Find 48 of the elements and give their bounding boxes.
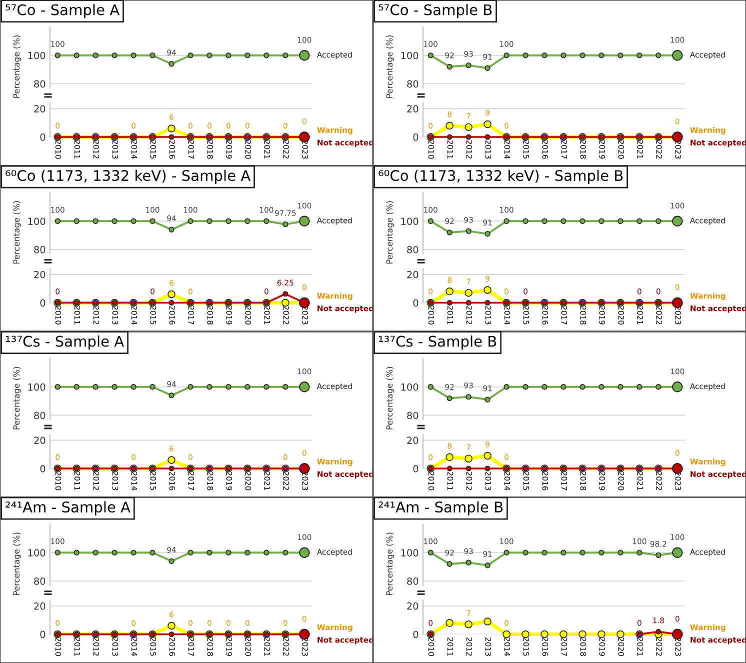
y-tick-label: 80 <box>407 577 418 585</box>
y-tick-label: 20 <box>407 436 418 444</box>
chart-title: ⁵⁷Co - Sample A <box>6 4 120 18</box>
y-axis-title: Percentage (%) <box>13 532 22 596</box>
y-axis-title: Percentage (%) <box>386 201 394 264</box>
y-tick-label: 80 <box>34 577 46 585</box>
chart-title: ²⁴¹Am - Sample A <box>6 501 130 516</box>
y-axis-title: Percentage (%) <box>386 532 394 596</box>
y-tick-label: 100 <box>401 383 418 391</box>
y-tick-label: 80 <box>407 412 418 420</box>
y-tick-label: 0 <box>413 630 418 638</box>
y-tick-label: 100 <box>401 549 418 556</box>
chart-title: ⁵⁷Co - Sample B <box>378 4 492 18</box>
chart-title: ⁶⁰Co (1173, 1332 keV) - Sample B <box>378 170 623 184</box>
y-tick-label: 0 <box>40 464 46 472</box>
y-tick-label: 80 <box>34 412 46 420</box>
y-tick-label: 20 <box>34 436 46 444</box>
y-tick-label: 0 <box>40 133 46 141</box>
y-axis-title: Percentage (%) <box>13 366 22 430</box>
y-tick-label: 0 <box>40 630 46 638</box>
y-tick-label: 0 <box>413 299 418 307</box>
y-tick-label: 80 <box>34 80 46 88</box>
y-tick-label: 20 <box>34 105 46 112</box>
y-tick-label: 0 <box>413 133 418 141</box>
y-tick-label: 20 <box>34 602 46 610</box>
y-tick-label: 20 <box>407 105 418 112</box>
y-tick-label: 0 <box>40 299 46 307</box>
chart-title: ¹³⁷Cs - Sample A <box>6 336 124 350</box>
y-tick-label: 100 <box>28 52 46 60</box>
y-axis-title: Percentage (%) <box>13 201 22 264</box>
y-tick-label: 0 <box>413 464 418 472</box>
y-tick-label: 20 <box>407 270 418 278</box>
y-tick-label: 80 <box>407 246 418 254</box>
y-tick-label: 20 <box>407 602 418 610</box>
chart-title: ¹³⁷Cs - Sample B <box>378 336 496 350</box>
chart-title: ²⁴¹Am - Sample B <box>378 501 503 516</box>
y-tick-label: 80 <box>34 246 46 254</box>
chart-title: ⁶⁰Co (1173, 1332 keV) - Sample A <box>6 170 251 184</box>
y-axis-title: Percentage (%) <box>386 35 394 98</box>
y-axis-title: Percentage (%) <box>13 35 22 98</box>
y-axis-title: Percentage (%) <box>386 366 394 430</box>
y-tick-label: 100 <box>401 218 418 225</box>
y-tick-label: 100 <box>28 218 46 225</box>
y-tick-label: 20 <box>34 270 46 278</box>
y-tick-label: 80 <box>407 80 418 88</box>
y-tick-label: 100 <box>28 383 46 391</box>
y-tick-label: 100 <box>28 549 46 556</box>
y-tick-label: 100 <box>401 52 418 60</box>
